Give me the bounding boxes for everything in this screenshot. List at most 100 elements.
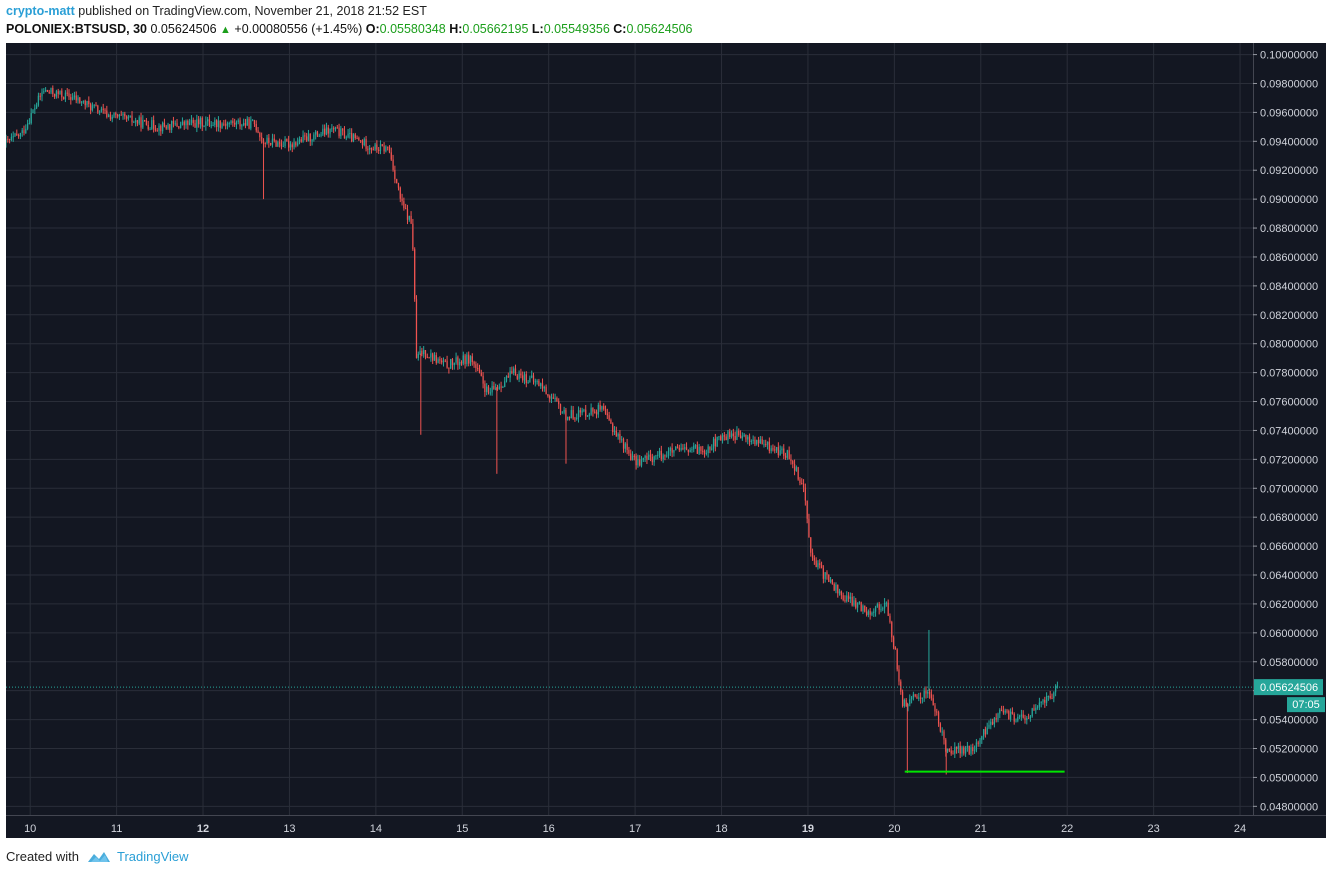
y-tick-label: 0.05800000 xyxy=(1260,657,1318,669)
candle-body xyxy=(156,130,158,132)
candle-body xyxy=(981,736,983,740)
candle-body xyxy=(840,591,842,596)
candle-body xyxy=(813,557,815,561)
candle-body xyxy=(107,114,110,118)
y-tick-label: 0.06200000 xyxy=(1260,599,1318,611)
candle-body xyxy=(657,454,659,456)
candle-body xyxy=(752,439,754,441)
high-value: 0.05662195 xyxy=(462,22,529,36)
candle-body xyxy=(970,747,972,754)
candle-body xyxy=(984,729,987,735)
candle-body xyxy=(748,436,751,442)
candle-body xyxy=(77,97,79,101)
candle-body xyxy=(71,97,74,100)
candle-body xyxy=(59,90,61,95)
candle-body xyxy=(160,125,162,132)
candle-body xyxy=(439,359,441,361)
candle-body xyxy=(727,431,729,441)
candle-body xyxy=(113,113,115,117)
candle-body xyxy=(432,353,434,361)
y-tick-label: 0.07200000 xyxy=(1260,454,1318,466)
candle-body xyxy=(815,560,817,568)
candle-body xyxy=(790,459,792,462)
candle-body xyxy=(739,435,742,439)
author-link[interactable]: crypto-matt xyxy=(6,4,75,18)
candle-body xyxy=(626,443,628,450)
candle-body xyxy=(241,125,243,127)
candle-body xyxy=(556,398,558,402)
candle-body xyxy=(448,367,450,369)
candle-body xyxy=(259,133,261,138)
candle-body xyxy=(471,356,473,362)
candle-body xyxy=(993,718,996,725)
tradingview-logo-icon xyxy=(87,851,110,862)
y-tick-label: 0.08200000 xyxy=(1260,310,1318,322)
candle-body xyxy=(522,375,524,381)
candle-body xyxy=(514,368,517,376)
candle-body xyxy=(579,410,581,413)
candle-body xyxy=(927,691,929,694)
candle-body xyxy=(423,350,425,355)
y-tick-label: 0.07000000 xyxy=(1260,483,1318,495)
candle-body xyxy=(250,120,252,129)
candle-body xyxy=(1053,692,1055,699)
candle-body xyxy=(378,149,380,151)
candle-body xyxy=(237,120,239,122)
candle-body xyxy=(225,124,227,126)
candle-body xyxy=(219,120,221,128)
candle-body xyxy=(693,445,695,450)
candle-body xyxy=(736,430,738,440)
candle-body xyxy=(808,518,810,538)
candle-body xyxy=(106,110,108,118)
candle-body xyxy=(910,697,913,700)
candle-body xyxy=(972,747,974,752)
tradingview-link[interactable]: TradingView xyxy=(116,849,189,864)
candle-body xyxy=(894,647,897,650)
candle-body xyxy=(466,354,468,365)
candle-body xyxy=(1036,706,1039,708)
candle-body xyxy=(109,114,112,120)
y-tick-label: 0.07400000 xyxy=(1260,425,1318,437)
candle-body xyxy=(552,397,554,399)
candle-body xyxy=(747,436,749,440)
candle-body xyxy=(361,140,364,146)
candle-body xyxy=(1049,696,1051,699)
open-label: O: xyxy=(365,22,380,36)
candle-body xyxy=(550,397,553,399)
candle-body xyxy=(606,413,608,416)
candle-body xyxy=(545,386,547,395)
candle-body xyxy=(180,124,182,129)
price-overlay: 0.05624506 07:05 xyxy=(6,679,1325,713)
candle-body xyxy=(433,355,436,361)
candle-body xyxy=(781,448,783,451)
candle-body xyxy=(549,396,551,399)
price-chart[interactable]: 0.10000000 0.09800000 0.09600000 0.09400000… xyxy=(5,43,1326,838)
candle-body xyxy=(336,127,338,129)
candle-body xyxy=(648,454,650,460)
candle-body xyxy=(624,443,626,449)
candle-body xyxy=(1045,696,1048,703)
candle-body xyxy=(401,198,403,202)
candle-body xyxy=(1026,717,1028,721)
candle-body xyxy=(777,447,779,456)
chart-frame[interactable]: 0.10000000 0.09800000 0.09600000 0.09400000… xyxy=(5,43,1326,838)
candle-body xyxy=(252,120,254,122)
candle-body xyxy=(234,122,236,125)
candle-body xyxy=(874,606,877,612)
candle-body xyxy=(284,138,286,147)
candle-body xyxy=(1042,699,1044,702)
candle-body xyxy=(324,128,326,135)
x-tick-label: 17 xyxy=(629,823,641,835)
candle-body xyxy=(676,446,679,449)
candle-body xyxy=(703,451,706,454)
candle-body xyxy=(846,595,848,602)
x-tick-label: 11 xyxy=(111,823,122,835)
candle-body xyxy=(62,97,65,100)
candle-body xyxy=(194,123,196,128)
candle-body xyxy=(610,419,612,424)
candle-body xyxy=(804,487,806,501)
candle-body xyxy=(811,552,814,558)
candle-body xyxy=(426,356,428,358)
candle-body xyxy=(959,745,961,754)
candle-body xyxy=(134,120,137,122)
